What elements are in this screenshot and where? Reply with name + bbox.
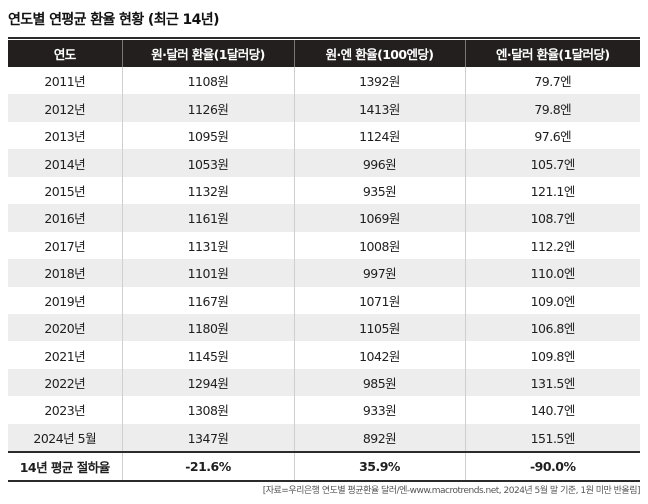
table-row: 2013년 1095원 1124원 97.6엔 — [8, 121, 640, 150]
cell-krw-usd: 1167원 — [121, 286, 294, 314]
cell-krw-usd: 1101원 — [121, 259, 294, 287]
cell-krw-jpy: 1105원 — [293, 313, 465, 342]
table-row: 2019년 1167원 1071원 109.0엔 — [8, 286, 640, 314]
summary-jpy-usd: -90.0% — [464, 451, 640, 483]
cell-jpy-usd: 108.7엔 — [464, 204, 640, 232]
cell-krw-usd: 1161원 — [121, 204, 294, 232]
table-row: 2018년 1101원 997원 110.0엔 — [8, 259, 640, 287]
cell-krw-usd: 1108원 — [121, 67, 294, 95]
cell-jpy-usd: 110.0엔 — [464, 259, 640, 287]
cell-year: 2019년 — [8, 286, 122, 314]
cell-year: 2021년 — [8, 341, 122, 369]
summary-label: 14년 평균 절하율 — [8, 451, 122, 483]
cell-year: 2018년 — [8, 259, 122, 287]
cell-jpy-usd: 97.6엔 — [464, 121, 640, 150]
exchange-rate-table: 연도 원·달러 환율(1달러당) 원·엔 환율(100엔당) 엔·달러 환율(1… — [8, 40, 640, 483]
cell-krw-jpy: 985원 — [293, 368, 465, 397]
summary-krw-jpy: 35.9% — [293, 451, 465, 483]
cell-krw-jpy: 1392원 — [293, 67, 465, 95]
table-row: 2012년 1126원 1413원 79.8엔 — [8, 94, 640, 122]
cell-year: 2011년 — [8, 67, 122, 95]
cell-year: 2023년 — [8, 396, 122, 424]
table-row: 2016년 1161원 1069원 108.7엔 — [8, 204, 640, 232]
table-row: 2011년 1108원 1392원 79.7엔 — [8, 67, 640, 95]
table-row: 2024년 5월 1347원 892원 151.5엔 — [8, 423, 640, 453]
table-row: 2014년 1053원 996원 105.7엔 — [8, 149, 640, 177]
cell-year: 2012년 — [8, 94, 122, 122]
summary-krw-usd: -21.6% — [121, 451, 294, 483]
cell-krw-usd: 1308원 — [121, 396, 294, 424]
cell-jpy-usd: 112.2엔 — [464, 231, 640, 260]
cell-jpy-usd: 109.8엔 — [464, 341, 640, 369]
cell-jpy-usd: 121.1엔 — [464, 176, 640, 205]
cell-year: 2020년 — [8, 313, 122, 342]
cell-year: 2014년 — [8, 149, 122, 177]
cell-year: 2024년 5월 — [8, 423, 122, 453]
cell-year: 2015년 — [8, 176, 122, 205]
cell-krw-jpy: 1042원 — [293, 341, 465, 369]
cell-krw-jpy: 1071원 — [293, 286, 465, 314]
cell-krw-jpy: 1124원 — [293, 121, 465, 150]
cell-jpy-usd: 140.7엔 — [464, 396, 640, 424]
table-row: 2015년 1132원 935원 121.1엔 — [8, 176, 640, 205]
cell-year: 2013년 — [8, 121, 122, 150]
table-row: 2022년 1294원 985원 131.5엔 — [8, 368, 640, 397]
title-divider — [8, 37, 640, 39]
cell-krw-jpy: 935원 — [293, 176, 465, 205]
cell-jpy-usd: 105.7엔 — [464, 149, 640, 177]
cell-jpy-usd: 79.8엔 — [464, 94, 640, 122]
cell-krw-usd: 1095원 — [121, 121, 294, 150]
cell-krw-jpy: 996원 — [293, 149, 465, 177]
cell-jpy-usd: 106.8엔 — [464, 313, 640, 342]
cell-krw-usd: 1180원 — [121, 313, 294, 342]
table-row: 2017년 1131원 1008원 112.2엔 — [8, 231, 640, 260]
cell-krw-jpy: 997원 — [293, 259, 465, 287]
cell-krw-jpy: 1069원 — [293, 204, 465, 232]
cell-krw-usd: 1131원 — [121, 231, 294, 260]
cell-krw-usd: 1132원 — [121, 176, 294, 205]
cell-year: 2017년 — [8, 231, 122, 260]
page-title: 연도별 연평균 환율 현황 (최근 14년) — [8, 12, 219, 28]
cell-krw-usd: 1294원 — [121, 368, 294, 397]
cell-jpy-usd: 109.0엔 — [464, 286, 640, 314]
cell-jpy-usd: 79.7엔 — [464, 67, 640, 95]
source-note: [자료=우리은행 연도별 평균환율 달러/엔-www.macrotrends.n… — [262, 486, 641, 496]
cell-krw-jpy: 1008원 — [293, 231, 465, 260]
header-krw-jpy: 원·엔 환율(100엔당) — [293, 40, 465, 67]
summary-row: 14년 평균 절하율 -21.6% 35.9% -90.0% — [8, 451, 640, 483]
cell-year: 2016년 — [8, 204, 122, 232]
header-jpy-usd: 엔·달러 환율(1달러당) — [464, 40, 640, 67]
cell-krw-jpy: 1413원 — [293, 94, 465, 122]
cell-jpy-usd: 151.5엔 — [464, 423, 640, 453]
header-year: 연도 — [8, 40, 122, 67]
cell-krw-usd: 1126원 — [121, 94, 294, 122]
cell-krw-jpy: 933원 — [293, 396, 465, 424]
table-row: 2023년 1308원 933원 140.7엔 — [8, 396, 640, 424]
table-row: 2021년 1145원 1042원 109.8엔 — [8, 341, 640, 369]
cell-jpy-usd: 131.5엔 — [464, 368, 640, 397]
cell-krw-usd: 1347원 — [121, 423, 294, 453]
table-header-row: 연도 원·달러 환율(1달러당) 원·엔 환율(100엔당) 엔·달러 환율(1… — [8, 40, 640, 67]
cell-krw-usd: 1053원 — [121, 149, 294, 177]
table-row: 2020년 1180원 1105원 106.8엔 — [8, 313, 640, 342]
cell-krw-jpy: 892원 — [293, 423, 465, 453]
header-krw-usd: 원·달러 환율(1달러당) — [121, 40, 294, 67]
cell-krw-usd: 1145원 — [121, 341, 294, 369]
cell-year: 2022년 — [8, 368, 122, 397]
